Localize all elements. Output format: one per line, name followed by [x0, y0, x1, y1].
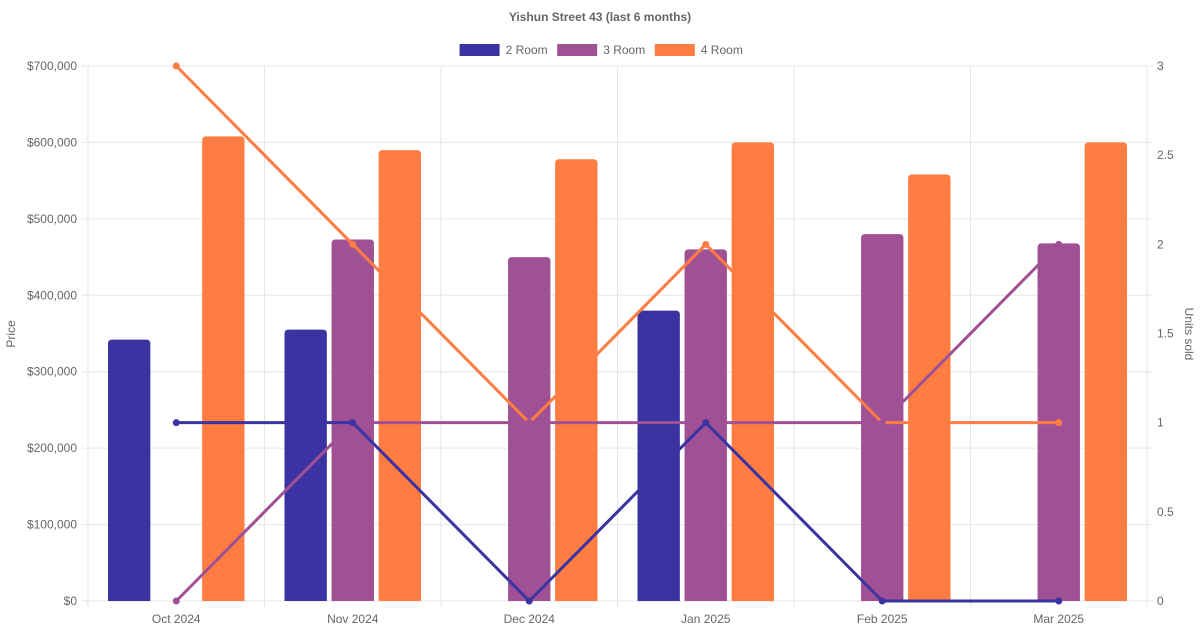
units-point	[878, 597, 886, 605]
bars	[108, 136, 1127, 602]
legend-item[interactable]: 3 Room	[557, 43, 645, 57]
units-point	[1055, 240, 1063, 248]
units-point	[172, 62, 180, 70]
price-bar	[284, 329, 327, 601]
y2-tick-label: 2	[1157, 237, 1164, 251]
units-point	[172, 597, 180, 605]
legend-label: 2 Room	[506, 43, 548, 57]
legend-swatch	[654, 44, 695, 56]
price-bar	[1084, 142, 1127, 601]
price-bar	[637, 310, 680, 601]
legend[interactable]: 2 Room 3 Room 4 Room	[459, 43, 743, 57]
price-bar	[731, 142, 774, 601]
y-tick-label: $400,000	[27, 288, 77, 302]
units-point	[172, 419, 180, 427]
units-line	[174, 242, 1061, 603]
units-point	[702, 419, 710, 427]
y2-tick-label: 0	[1157, 594, 1164, 608]
price-bar	[908, 174, 951, 601]
y-axis-title: Price	[4, 320, 18, 348]
legend-swatch	[459, 44, 500, 56]
x-tick-label: Feb 2025	[857, 612, 908, 626]
axes: $0 $100,000 $200,000 $300,000 $400,000 $500,0…	[27, 59, 1174, 626]
x-tick-label: Oct 2024	[152, 612, 201, 626]
y2-tick-label: 3	[1157, 59, 1164, 73]
x-tick-label: Mar 2025	[1033, 612, 1084, 626]
y-tick-label: $200,000	[27, 441, 77, 455]
legend-item[interactable]: 2 Room	[459, 43, 548, 57]
y-tick-label: $300,000	[27, 365, 77, 379]
grid-lines	[82, 65, 1153, 607]
units-point	[1055, 419, 1063, 427]
y2-tick-label: 1.5	[1157, 327, 1174, 341]
chart-title: Yishun Street 43 (last 6 months)	[509, 10, 691, 24]
price-bar	[108, 339, 151, 601]
y2-axis-title: Units sold	[1182, 308, 1196, 361]
units-line	[174, 421, 1061, 603]
units-point	[702, 240, 710, 248]
x-tick-label: Nov 2024	[327, 612, 379, 626]
y2-tick-label: 2.5	[1157, 148, 1174, 162]
units-point	[525, 419, 533, 427]
price-bar	[378, 150, 421, 602]
y2-tick-label: 1	[1157, 416, 1164, 430]
unit-lines	[172, 62, 1063, 605]
units-point	[1055, 597, 1063, 605]
x-tick-label: Dec 2024	[504, 612, 556, 626]
price-bar	[861, 234, 904, 601]
legend-label: 4 Room	[701, 43, 743, 57]
legend-label: 3 Room	[603, 43, 645, 57]
price-bar	[555, 159, 598, 601]
legend-swatch	[557, 44, 598, 56]
units-line	[174, 64, 1061, 425]
units-point	[349, 240, 357, 248]
y2-tick-label: 0.5	[1157, 505, 1174, 519]
units-point	[878, 419, 886, 427]
y-tick-label: $700,000	[27, 59, 77, 73]
price-bar	[508, 257, 551, 601]
legend-item[interactable]: 4 Room	[654, 43, 743, 57]
price-bar	[202, 136, 245, 602]
y-tick-label: $0	[64, 594, 78, 608]
units-point	[525, 597, 533, 605]
y-tick-label: $500,000	[27, 212, 77, 226]
y-tick-label: $100,000	[27, 518, 77, 532]
y-tick-label: $600,000	[27, 135, 77, 149]
x-tick-label: Jan 2025	[681, 612, 731, 626]
units-point	[349, 419, 357, 427]
